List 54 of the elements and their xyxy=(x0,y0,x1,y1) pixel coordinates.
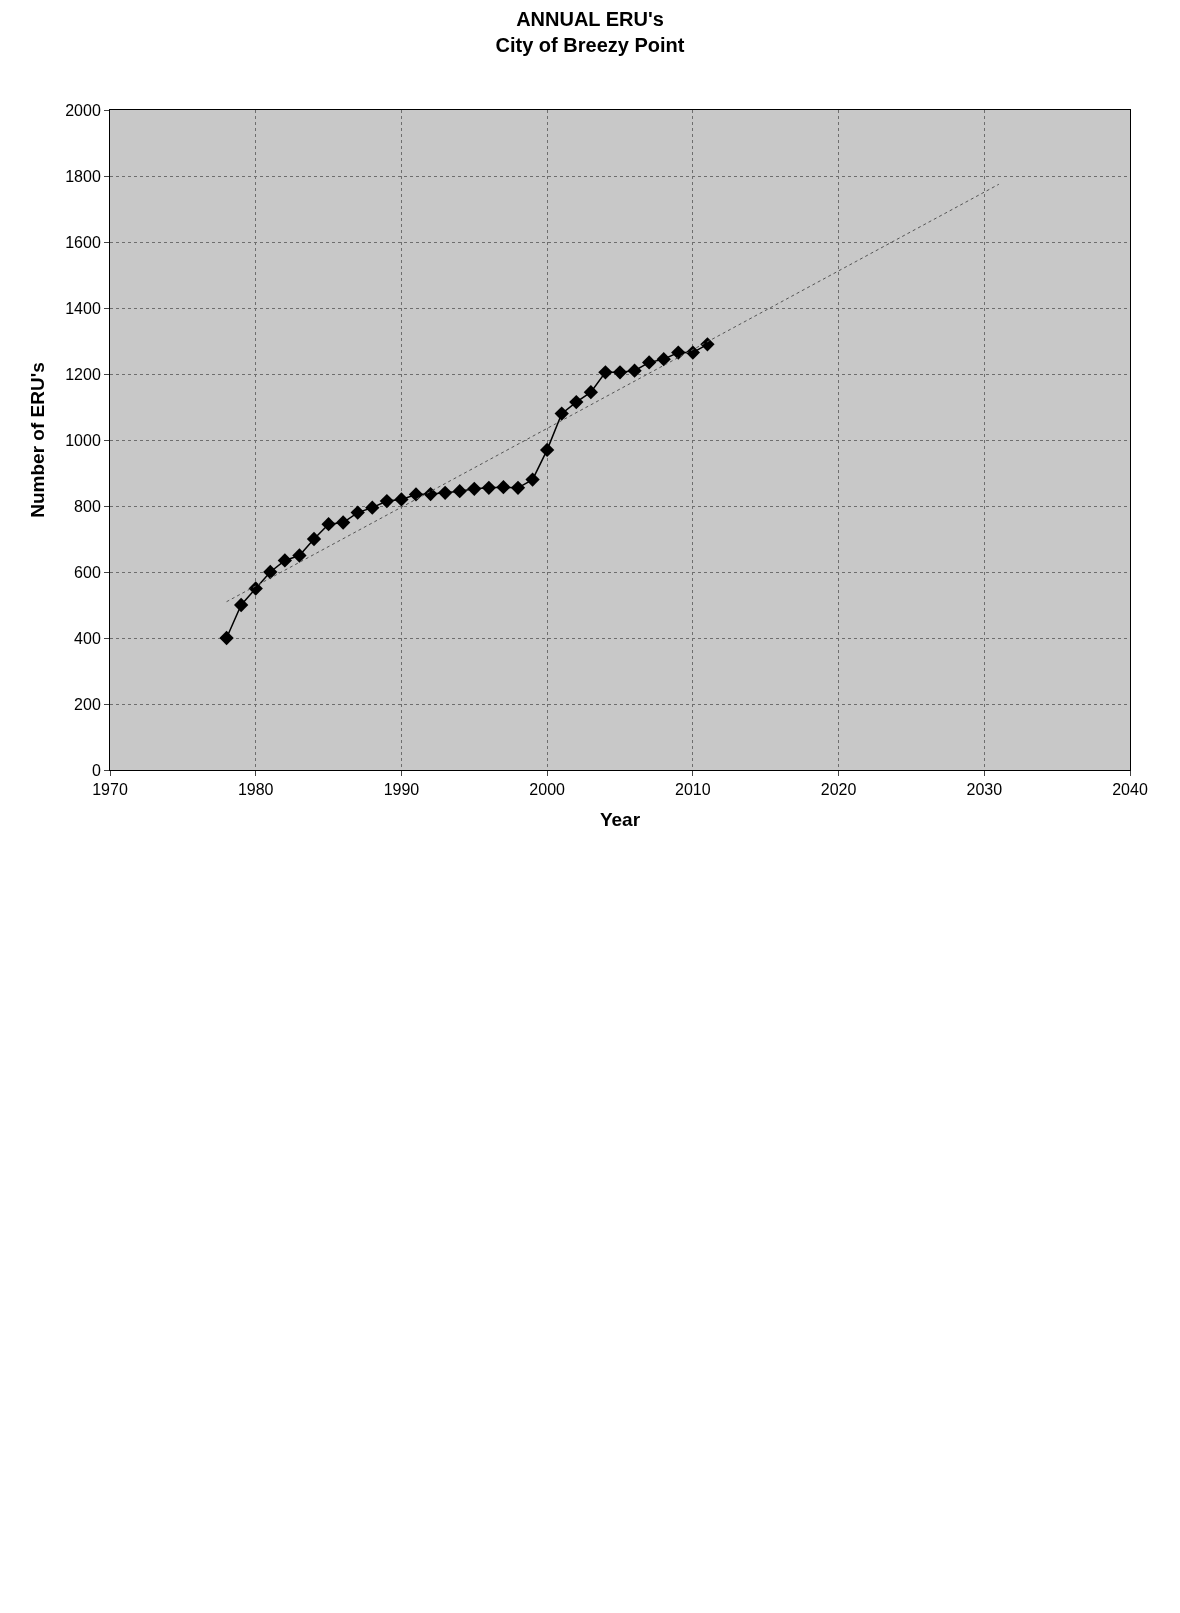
point xyxy=(583,385,599,400)
point xyxy=(277,553,293,568)
point xyxy=(467,481,482,496)
point xyxy=(379,493,395,509)
y-axis-title: Number of ERU's xyxy=(27,362,49,518)
point xyxy=(350,505,365,520)
point xyxy=(321,517,336,532)
point xyxy=(248,581,263,596)
point xyxy=(539,442,555,458)
point xyxy=(598,365,613,380)
point xyxy=(452,484,467,499)
x-axis-title: Year xyxy=(599,809,641,830)
point xyxy=(306,531,322,547)
y-tick-label: 1800 xyxy=(65,167,101,185)
point xyxy=(408,487,424,502)
point xyxy=(437,485,453,500)
y-tick-label: 1400 xyxy=(65,299,101,317)
y-tick-label: 1000 xyxy=(65,431,101,449)
y-tick-label: 600 xyxy=(74,563,101,581)
y-tick-label: 0 xyxy=(91,761,101,779)
point xyxy=(365,500,380,515)
point xyxy=(292,548,307,563)
point xyxy=(569,394,584,410)
point xyxy=(219,630,234,646)
y-tick-label: 2000 xyxy=(65,101,101,119)
x-tick-label: 1990 xyxy=(383,781,420,799)
y-tick-label: 1200 xyxy=(65,365,101,383)
point xyxy=(627,363,642,378)
y-tick-label: 200 xyxy=(74,695,101,713)
chart-title: ANNUAL ERU's City of Breezy Point xyxy=(495,7,685,56)
point xyxy=(612,365,628,380)
x-tick-label: 2040 xyxy=(1112,781,1148,799)
point xyxy=(496,480,511,495)
point xyxy=(263,564,278,580)
point xyxy=(335,515,351,530)
point xyxy=(510,480,526,495)
point xyxy=(656,352,671,367)
point xyxy=(394,492,409,507)
x-tick-label: 1970 xyxy=(92,781,128,799)
point xyxy=(233,597,249,613)
y-tick-label: 400 xyxy=(74,629,101,647)
point xyxy=(481,480,497,495)
point xyxy=(700,337,715,352)
x-tick-label: 2010 xyxy=(675,781,711,799)
point xyxy=(641,355,657,370)
point xyxy=(525,472,540,487)
point xyxy=(554,406,569,421)
y-tick-label: 1600 xyxy=(65,233,101,251)
x-tick-label: 1980 xyxy=(237,781,274,799)
x-tick-label: 2020 xyxy=(820,781,857,799)
y-tick-label: 800 xyxy=(74,497,101,515)
x-tick-label: 2030 xyxy=(966,781,1003,799)
x-tick-label: 2000 xyxy=(529,781,566,799)
point xyxy=(671,345,686,360)
